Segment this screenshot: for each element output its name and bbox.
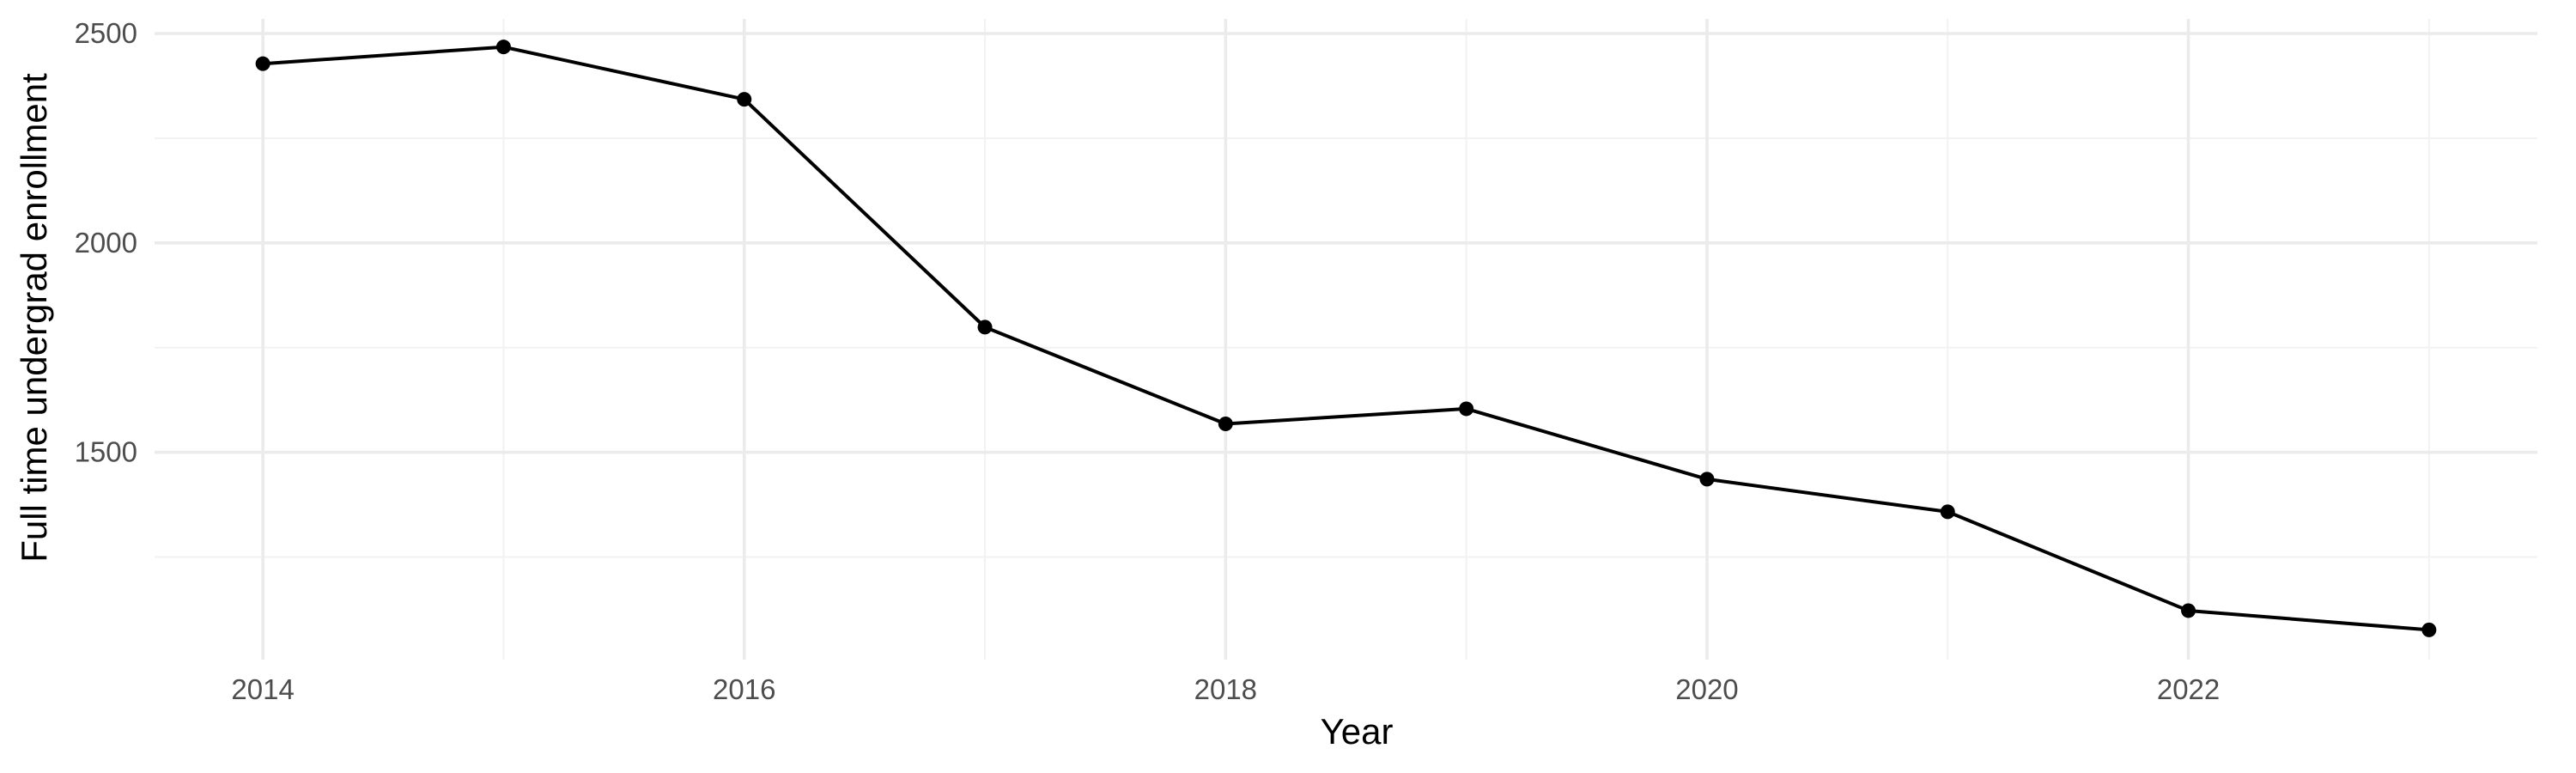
y-axis-tick-labels: 1500 2000 2500 [75, 17, 137, 468]
data-point [495, 40, 511, 55]
data-point [255, 56, 270, 71]
data-point [1699, 472, 1715, 487]
x-axis-title: Year [1321, 711, 1394, 752]
y-tick-label: 2500 [75, 17, 137, 49]
data-point [2421, 622, 2437, 637]
x-tick-label: 2014 [231, 673, 294, 705]
major-gridlines [155, 19, 2537, 660]
x-tick-label: 2020 [1675, 673, 1738, 705]
data-point [1459, 401, 1474, 417]
series-layer [255, 40, 2437, 637]
y-tick-label: 1500 [75, 436, 137, 468]
data-point [1940, 504, 1955, 520]
data-point [1218, 416, 1233, 431]
minor-gridlines [155, 19, 2537, 660]
data-point [2181, 603, 2196, 618]
x-axis-tick-labels: 2014 2016 2018 2020 2022 [231, 673, 2220, 705]
data-point [977, 320, 993, 335]
y-axis-title: Full time undergrad enrollment [14, 73, 54, 563]
x-tick-label: 2016 [713, 673, 775, 705]
x-tick-label: 2018 [1194, 673, 1257, 705]
x-tick-label: 2022 [2157, 673, 2220, 705]
y-tick-label: 2000 [75, 227, 137, 259]
series-line [261, 45, 2431, 632]
data-point [737, 92, 752, 107]
